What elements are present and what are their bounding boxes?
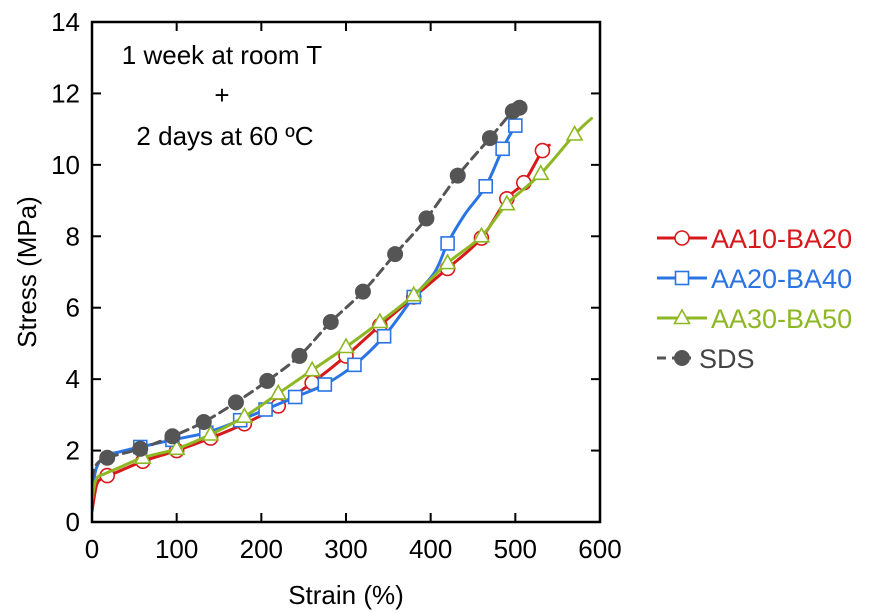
series-sds [92, 99, 528, 481]
data-point [291, 347, 308, 364]
data-point [287, 389, 303, 405]
data-point [195, 414, 212, 430]
data-point [438, 253, 457, 270]
annotation-line: 2 days at 60 ºC [136, 121, 313, 151]
data-point [449, 167, 466, 184]
data-point [235, 406, 254, 423]
data-point [673, 308, 691, 325]
data-point [534, 142, 551, 159]
data-point [201, 424, 220, 441]
data-point [440, 236, 455, 251]
data-point [337, 337, 355, 354]
legend: AA10-BA20 AA20-BA40 AA30-BA50 SDS [657, 224, 852, 374]
annotation-line: 1 week at room T [122, 40, 323, 70]
data-point [259, 372, 276, 389]
y-tick-label: 8 [66, 221, 80, 251]
annotation-layer: 1 week at room T +2 days at 60 ºC [122, 40, 323, 151]
data-point [674, 230, 690, 246]
legend-label: SDS [699, 344, 755, 374]
data-point [322, 314, 339, 330]
data-point [495, 141, 510, 157]
x-tick-label: 400 [409, 534, 452, 564]
data-point [354, 283, 371, 300]
data-point [99, 449, 116, 466]
x-tick-label: 600 [578, 534, 621, 564]
data-point [164, 428, 181, 445]
data-point [565, 124, 584, 141]
data-point [227, 394, 244, 411]
legend-label: AA20-BA40 [711, 264, 852, 294]
y-tick-label: 2 [66, 436, 80, 466]
data-point [472, 226, 491, 243]
data-point [376, 328, 392, 344]
x-tick-label: 100 [155, 534, 198, 564]
data-point [387, 246, 404, 263]
y-axis-label: Stress (MPa) [12, 196, 42, 348]
series-layer [92, 99, 594, 513]
y-tick-label: 12 [51, 78, 80, 108]
data-point [371, 312, 389, 329]
series-line [92, 106, 522, 481]
data-point [498, 194, 516, 211]
data-point [269, 383, 288, 400]
data-point [418, 210, 435, 227]
data-point [511, 99, 528, 116]
x-tick-label: 0 [85, 534, 99, 564]
x-tick-label: 200 [240, 534, 283, 564]
series-aa10-ba20 [92, 142, 551, 513]
y-tick-label: 4 [66, 364, 80, 394]
x-tick-label: 300 [324, 534, 367, 564]
data-point [167, 439, 186, 456]
data-point [674, 350, 690, 366]
legend-label: AA30-BA50 [711, 304, 852, 334]
annotation-line: + [214, 80, 229, 110]
series-aa30-ba50 [92, 116, 594, 503]
data-point [674, 270, 690, 286]
series-line [92, 143, 551, 513]
tick-layer: 0 100 200 300 400 500 600 0 2 4 6 8 10 12 14 [51, 7, 622, 564]
y-tick-label: 10 [51, 150, 80, 180]
data-point [132, 440, 149, 457]
x-axis-label: Strain (%) [288, 580, 404, 610]
y-tick-label: 14 [51, 7, 80, 37]
data-point [478, 178, 494, 194]
data-point [531, 164, 550, 181]
series-line [92, 124, 517, 495]
data-point [481, 130, 498, 147]
data-point [508, 118, 523, 133]
x-tick-label: 500 [494, 534, 537, 564]
data-point [317, 377, 333, 392]
data-point [303, 360, 321, 377]
data-point [404, 285, 423, 302]
y-tick-label: 0 [66, 507, 80, 537]
legend-label: AA10-BA20 [711, 224, 852, 254]
data-point [347, 357, 362, 373]
y-tick-label: 6 [66, 293, 80, 323]
